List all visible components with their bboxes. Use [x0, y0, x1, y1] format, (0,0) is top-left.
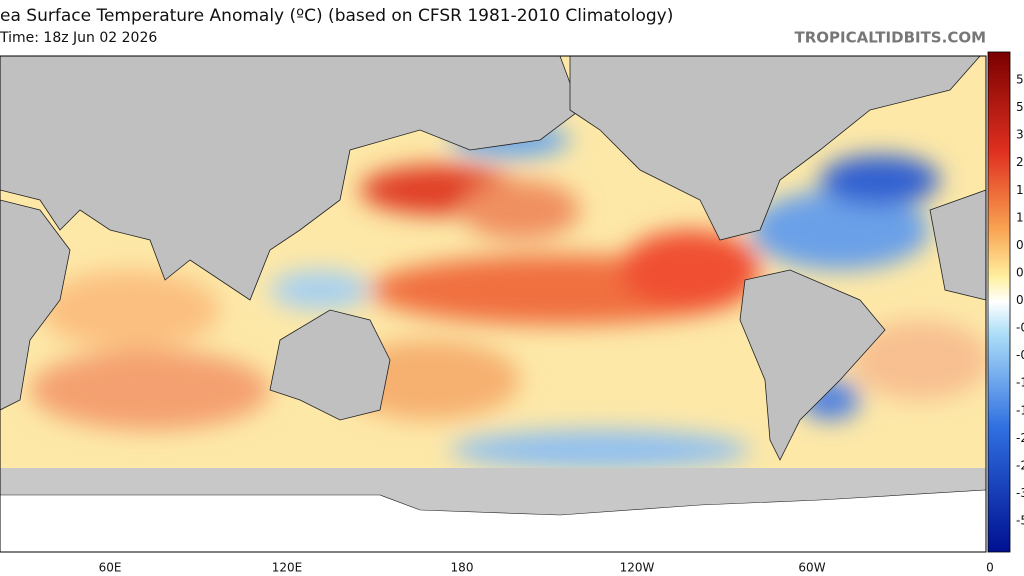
colorbar-label: -1: [1016, 376, 1024, 390]
colorbar-label: 5: [1016, 73, 1024, 87]
colorbar-labels: 5 5 3 2 1 1 0 0 0 -0 -0 -1 -1 -2 -2 -3 -5: [1016, 73, 1024, 528]
longitude-label: 120W: [620, 561, 655, 575]
longitude-label: 60W: [798, 561, 825, 575]
land-north-america: [569, 55, 981, 241]
map: [0, 55, 990, 553]
longitude-label: 180: [451, 561, 474, 575]
colorbar-label: -2: [1016, 431, 1024, 445]
colorbar-label: 1: [1016, 210, 1024, 224]
longitude-labels: 60E 120E 180 120W 60W 0: [99, 561, 994, 575]
colorbar-label: -3: [1016, 486, 1024, 500]
colorbar-label: 2: [1016, 155, 1024, 169]
colorbar-label: -0: [1016, 321, 1024, 335]
colorbar: [987, 51, 1011, 553]
colorbar-label: 0: [1016, 293, 1024, 307]
colorbar-label: 0: [1016, 265, 1024, 279]
longitude-label: 120E: [272, 561, 303, 575]
colorbar-label: -0: [1016, 348, 1024, 362]
colorbar-label: 3: [1016, 128, 1024, 142]
land-south-america: [739, 269, 886, 461]
colorbar-label: 0: [1016, 238, 1024, 252]
colorbar-label: 5: [1016, 100, 1024, 114]
land-australia: [269, 309, 391, 421]
longitude-label: 0: [986, 561, 994, 575]
colorbar-label: -1: [1016, 403, 1024, 417]
longitude-label: 60E: [99, 561, 122, 575]
land-eurasia: [0, 55, 581, 301]
title: ea Surface Temperature Anomaly (ºC) (bas…: [0, 6, 673, 26]
brand: TROPICALTIDBITS.COM: [795, 29, 987, 47]
subtitle: Time: 18z Jun 02 2026: [0, 30, 157, 46]
colorbar-label: -5: [1016, 514, 1024, 528]
land-africa: [0, 199, 71, 411]
colorbar-label: 1: [1016, 183, 1024, 197]
colorbar-label: -2: [1016, 458, 1024, 472]
